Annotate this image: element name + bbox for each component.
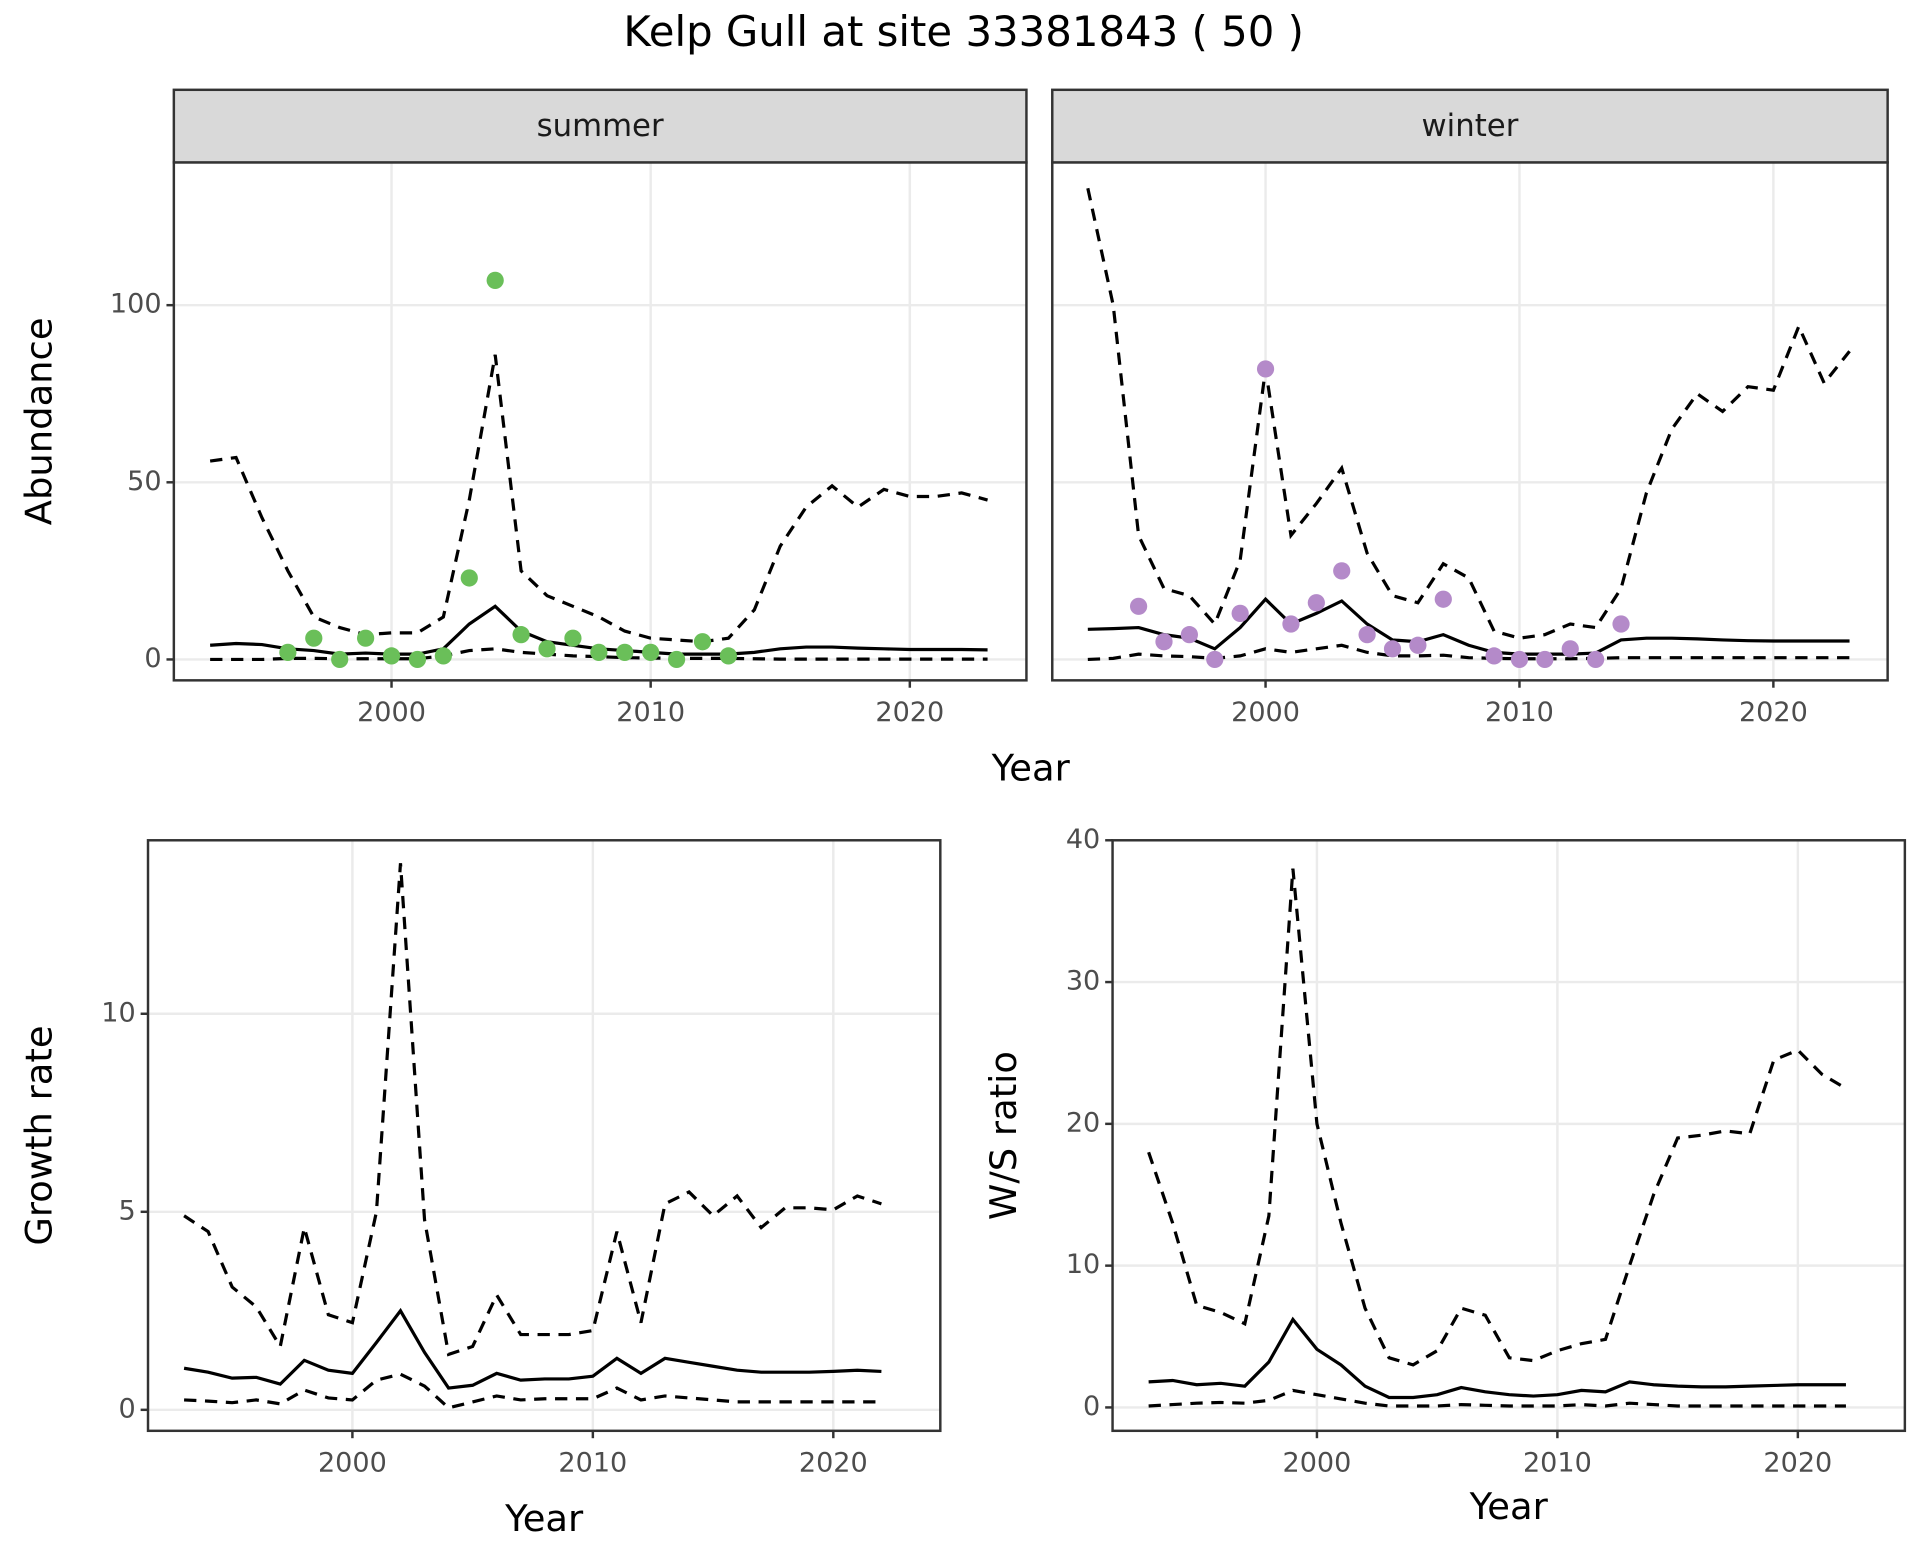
x-axis-title: Year bbox=[504, 1497, 584, 1540]
line bbox=[209, 354, 988, 644]
panel-background bbox=[1052, 162, 1888, 681]
point bbox=[1383, 640, 1402, 658]
point bbox=[1485, 647, 1503, 665]
x-tick-label: 2020 bbox=[875, 697, 944, 728]
point bbox=[382, 647, 401, 665]
strip bbox=[172, 88, 1028, 164]
point bbox=[590, 643, 608, 661]
point bbox=[279, 643, 297, 661]
panel-border bbox=[146, 839, 942, 1433]
x-axis-title: Year bbox=[1469, 1485, 1549, 1528]
y-tick-label: 0 bbox=[118, 1393, 135, 1424]
y-tick-label: 5 bbox=[118, 1195, 135, 1226]
point bbox=[1231, 604, 1249, 623]
point bbox=[564, 629, 582, 647]
panel-background bbox=[173, 162, 1027, 681]
strip-label: summer bbox=[537, 108, 664, 144]
point bbox=[331, 650, 349, 669]
point bbox=[616, 643, 634, 661]
x-tick-label: 2020 bbox=[1763, 1448, 1832, 1479]
x-tick-label: 2000 bbox=[357, 697, 426, 728]
point bbox=[305, 629, 323, 647]
y-tick-label: 30 bbox=[1066, 966, 1100, 997]
line bbox=[1148, 1388, 1846, 1408]
x-tick-label: 2000 bbox=[318, 1448, 387, 1479]
x-tick-label: 2020 bbox=[799, 1448, 868, 1479]
point bbox=[1333, 562, 1351, 580]
line bbox=[1148, 1316, 1846, 1400]
x-axis-title: Year bbox=[991, 747, 1071, 790]
strip bbox=[1051, 88, 1889, 164]
y-tick-label: 40 bbox=[1066, 824, 1100, 855]
x-tick-label: 2010 bbox=[1485, 697, 1554, 728]
point bbox=[1612, 615, 1630, 633]
y-tick-label: 50 bbox=[127, 466, 161, 497]
panel-background bbox=[1112, 840, 1905, 1431]
y-tick-label: 20 bbox=[1066, 1107, 1100, 1138]
strip-label: winter bbox=[1422, 108, 1519, 144]
line bbox=[183, 1307, 882, 1390]
point bbox=[408, 650, 427, 669]
line bbox=[1086, 187, 1851, 640]
point bbox=[1587, 650, 1605, 669]
y-tick-label: 0 bbox=[144, 643, 161, 674]
point bbox=[1358, 626, 1376, 644]
y-axis-title: W/S ratio bbox=[982, 1051, 1025, 1220]
panel-border bbox=[1111, 839, 1907, 1433]
y-axis-title: Growth rate bbox=[17, 1025, 60, 1245]
point bbox=[512, 626, 530, 644]
line bbox=[183, 863, 882, 1357]
point bbox=[1510, 650, 1529, 669]
point bbox=[1561, 640, 1579, 658]
point bbox=[1307, 594, 1325, 612]
y-tick-label: 0 bbox=[1083, 1391, 1100, 1422]
line bbox=[1147, 868, 1847, 1367]
point bbox=[1536, 650, 1554, 669]
y-axis-title: Abundance bbox=[17, 317, 60, 525]
point bbox=[642, 643, 660, 661]
point bbox=[1282, 615, 1300, 633]
point bbox=[357, 629, 375, 647]
x-tick-label: 2000 bbox=[1283, 1448, 1352, 1479]
point bbox=[1206, 650, 1224, 669]
point bbox=[693, 633, 712, 651]
y-tick-label: 100 bbox=[110, 289, 162, 320]
point bbox=[1155, 633, 1173, 651]
x-tick-label: 2000 bbox=[1231, 697, 1300, 728]
line bbox=[184, 1372, 882, 1410]
point bbox=[434, 647, 452, 665]
point bbox=[486, 271, 504, 289]
point bbox=[460, 569, 478, 587]
y-tick-label: 10 bbox=[1066, 1249, 1100, 1280]
figure-title: Kelp Gull at site 33381843 ( 50 ) bbox=[623, 7, 1304, 56]
point bbox=[719, 647, 738, 665]
x-tick-label: 2010 bbox=[1523, 1448, 1592, 1479]
panel-background bbox=[148, 840, 941, 1431]
line bbox=[1087, 596, 1850, 656]
x-tick-label: 2020 bbox=[1739, 697, 1808, 728]
point bbox=[1129, 597, 1148, 615]
point bbox=[667, 650, 686, 669]
point bbox=[1434, 590, 1452, 608]
x-tick-label: 2010 bbox=[616, 697, 685, 728]
y-tick-label: 10 bbox=[101, 997, 135, 1028]
point bbox=[1180, 626, 1198, 644]
point bbox=[1409, 636, 1427, 654]
point bbox=[1256, 360, 1275, 378]
x-tick-label: 2010 bbox=[558, 1448, 627, 1479]
point bbox=[538, 640, 556, 658]
